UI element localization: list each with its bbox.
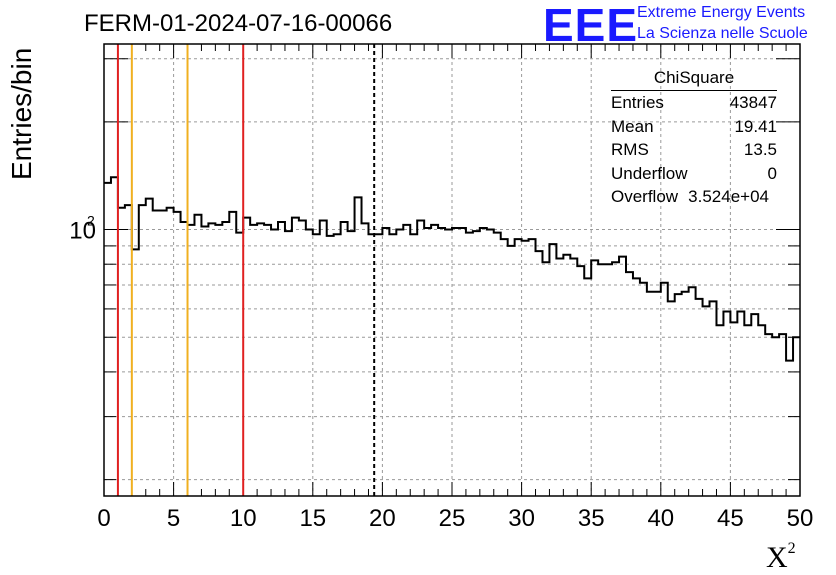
- plot-frame: [103, 43, 801, 497]
- x-tick-label: 40: [647, 505, 674, 532]
- y-axis-label: Entries/bin: [6, 47, 37, 180]
- x-tick-label: 10: [230, 505, 257, 532]
- x-tick-label: 25: [439, 505, 466, 532]
- stats-box: ChiSquare Entries 43847 Mean 19.41 RMS 13.5…: [611, 68, 777, 209]
- x-tick-label: 50: [787, 505, 814, 532]
- x-tick-label: 0: [97, 505, 110, 532]
- x-tick-label: 15: [299, 505, 326, 532]
- y-tick-label: 10: [69, 218, 96, 245]
- x-tick-label: 45: [717, 505, 744, 532]
- y-tick-label-exponent: 2: [87, 213, 95, 229]
- logo-subtitle-1: Extreme Energy Events: [637, 4, 806, 21]
- x-tick-label: 5: [167, 505, 180, 532]
- run-title: FERM-01-2024-07-16-00066: [84, 10, 393, 37]
- stats-title: ChiSquare: [611, 68, 777, 91]
- x-axis-label: X2: [766, 540, 796, 574]
- x-tick-label: 35: [578, 505, 605, 532]
- eee-logo: EEE: [543, 0, 639, 51]
- stats-row-underflow: Underflow 0: [611, 163, 777, 183]
- histogram-line: [104, 176, 800, 362]
- stats-row-entries: Entries 43847: [611, 93, 777, 112]
- stats-row-mean: Mean 19.41: [611, 116, 777, 136]
- x-tick-label: 20: [369, 505, 396, 532]
- x-tick-label: 30: [508, 505, 535, 532]
- logo-subtitle-2: La Scienza nelle Scuole: [637, 25, 808, 42]
- stats-row-overflow: Overflow 3.524e+04: [611, 187, 769, 206]
- stats-row-rms: RMS 13.5: [611, 140, 777, 159]
